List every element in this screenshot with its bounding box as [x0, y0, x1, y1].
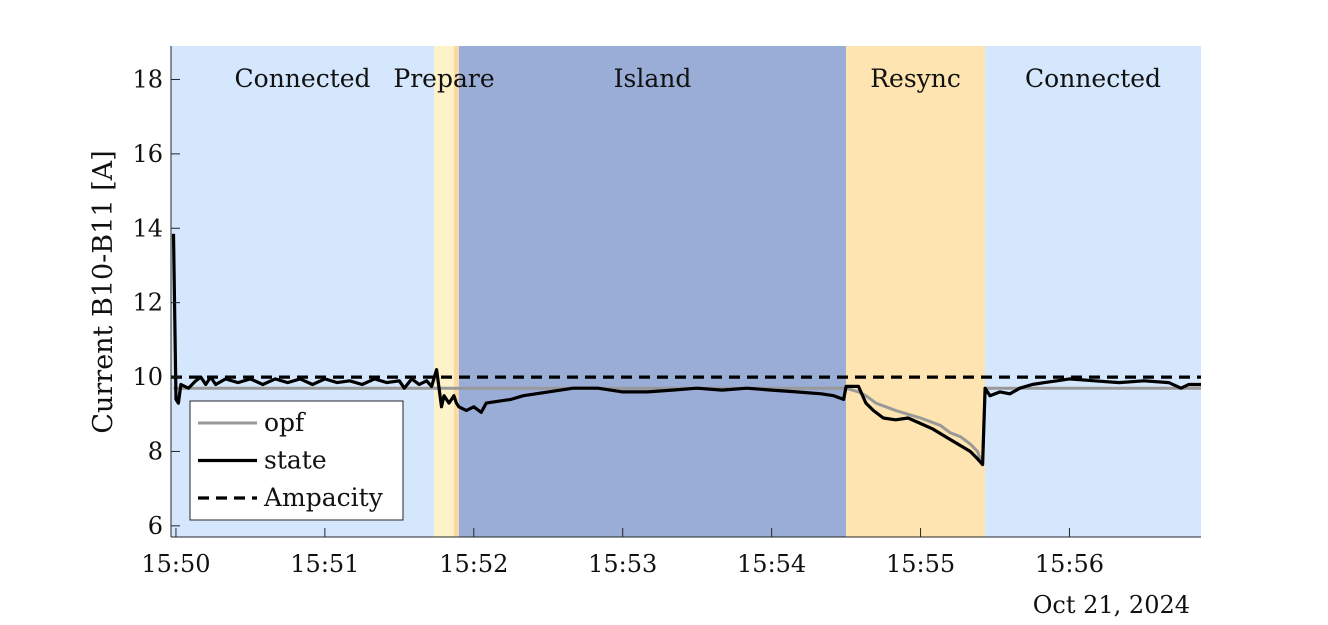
y-tick-label: 12 — [132, 289, 163, 317]
y-tick-label: 16 — [132, 140, 163, 168]
phase-band-4-resync — [846, 46, 986, 537]
date-label: Oct 21, 2024 — [1033, 591, 1190, 619]
y-tick-label: 18 — [132, 65, 163, 93]
legend-label-opf: opf — [264, 408, 306, 437]
x-tick-label: 15:56 — [1035, 550, 1104, 578]
phase-band-5-connected — [985, 46, 1201, 537]
phase-bands — [171, 46, 1201, 537]
y-tick-label: 6 — [148, 512, 163, 540]
y-axis-label: Current B10-B11 [A] — [88, 150, 119, 433]
phase-band-2 — [453, 46, 459, 537]
series-lines — [171, 233, 1201, 467]
phase-label-connected: Connected — [235, 64, 371, 93]
x-tick-label: 15:53 — [588, 550, 657, 578]
phase-band-3-island — [458, 46, 847, 537]
x-tick-label: 15:52 — [439, 550, 508, 578]
phase-label-connected: Connected — [1025, 64, 1161, 93]
series-line-state — [171, 233, 1201, 467]
y-tick-label: 14 — [132, 214, 163, 242]
legend: opf state Ampacity — [189, 400, 404, 521]
x-tick-label: 15:50 — [141, 550, 210, 578]
x-tick-label: 15:54 — [737, 550, 806, 578]
phase-label-island: Island — [614, 64, 692, 93]
x-tick-label: 15:51 — [290, 550, 359, 578]
phase-labels: Connected Prepare Island Resync Connected — [235, 64, 1162, 93]
x-tick-label: 15:55 — [886, 550, 955, 578]
axis-ticks: 15:50 15:51 15:52 15:53 15:54 15:55 15:56 6 8 10 1… — [132, 65, 1104, 578]
phase-band-1-prepare — [434, 46, 454, 537]
axes — [170, 46, 1201, 538]
y-tick-label: 10 — [132, 363, 163, 391]
y-tick-label: 8 — [148, 437, 163, 465]
legend-label-ampacity: Ampacity — [263, 483, 384, 512]
legend-label-state: state — [264, 446, 327, 475]
phase-label-resync: Resync — [870, 64, 961, 93]
phase-label-prepare: Prepare — [393, 64, 494, 93]
